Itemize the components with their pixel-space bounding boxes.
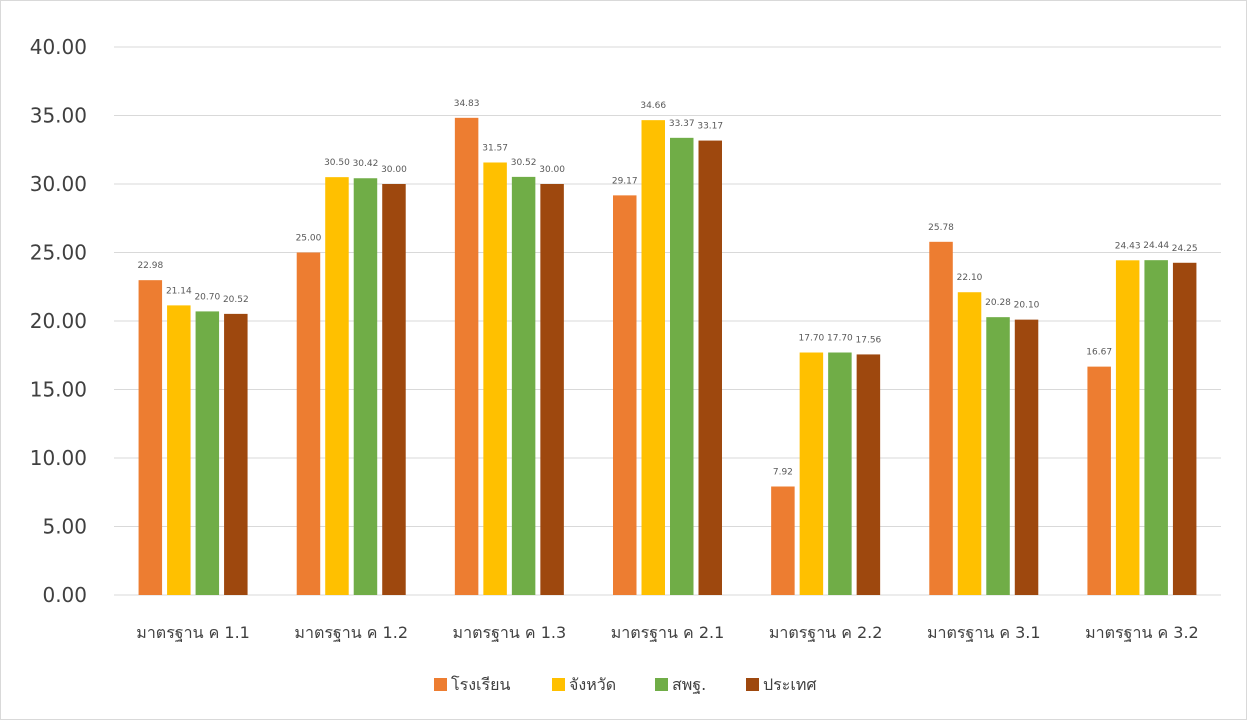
data-label: 30.00 (381, 165, 407, 175)
data-label: 17.56 (856, 335, 882, 345)
data-label: 24.25 (1172, 244, 1198, 254)
bar (986, 317, 1010, 595)
bar (1014, 319, 1039, 595)
category-label: มาตรฐาน ค 1.2 (294, 623, 408, 642)
bar (641, 120, 665, 596)
data-label: 33.37 (669, 119, 695, 129)
category-label: มาตรฐาน ค 1.1 (136, 623, 250, 642)
data-label: 20.52 (223, 295, 249, 305)
bar (296, 252, 321, 595)
bar (325, 177, 349, 595)
data-label: 20.28 (985, 298, 1011, 308)
legend-swatch (434, 678, 447, 691)
data-label: 22.98 (137, 261, 163, 271)
bar (670, 137, 694, 595)
data-label: 17.70 (827, 334, 853, 344)
y-tick-label: 0.00 (42, 583, 87, 607)
legend-label: ประเทศ (763, 675, 817, 694)
legend-swatch (655, 678, 668, 691)
y-tick-label: 20.00 (30, 309, 87, 333)
y-tick-label: 30.00 (30, 172, 87, 196)
data-label: 29.17 (612, 176, 638, 186)
y-tick-label: 35.00 (30, 104, 87, 128)
bar (1087, 366, 1111, 595)
data-label: 16.67 (1086, 348, 1112, 358)
data-label: 33.17 (697, 122, 723, 132)
y-tick-label: 10.00 (30, 446, 87, 470)
bar (1172, 262, 1197, 595)
y-tick-label: 40.00 (30, 35, 87, 59)
bar (167, 305, 191, 595)
bar (828, 352, 852, 595)
bar (799, 352, 824, 595)
bar (929, 241, 953, 595)
bar (224, 313, 248, 595)
category-label: มาตรฐาน ค 3.2 (1085, 623, 1199, 642)
bar (138, 280, 163, 595)
legend-label: จังหวัด (569, 675, 616, 694)
data-label: 30.50 (324, 158, 350, 168)
bar (698, 140, 722, 596)
legend-label: โรงเรียน (451, 675, 510, 694)
data-label: 30.42 (353, 159, 379, 169)
data-label: 31.57 (482, 143, 508, 153)
data-label: 17.70 (799, 334, 825, 344)
bar (353, 178, 378, 595)
category-label: มาตรฐาน ค 2.2 (769, 623, 883, 642)
bar (483, 162, 507, 595)
bar (382, 184, 406, 595)
y-tick-label: 15.00 (30, 378, 87, 402)
data-label: 21.14 (166, 286, 192, 296)
data-label: 20.70 (194, 292, 220, 302)
y-tick-label: 25.00 (30, 241, 87, 265)
category-label: มาตรฐาน ค 3.1 (927, 623, 1041, 642)
bar (856, 354, 881, 595)
category-label: มาตรฐาน ค 1.3 (453, 623, 567, 642)
data-label: 20.10 (1014, 301, 1040, 311)
legend-swatch (746, 678, 759, 691)
data-label: 30.52 (511, 158, 537, 168)
data-label: 25.00 (296, 234, 322, 244)
legend-label: สพฐ. (672, 675, 706, 694)
bar (771, 486, 795, 595)
y-tick-label: 5.00 (42, 515, 87, 539)
data-label: 7.92 (773, 467, 793, 477)
bar (454, 117, 479, 595)
category-label: มาตรฐาน ค 2.1 (611, 623, 725, 642)
data-label: 34.66 (640, 101, 666, 111)
bar (1144, 260, 1168, 595)
legend-swatch (552, 678, 565, 691)
data-label: 30.00 (539, 165, 565, 175)
data-label: 24.44 (1143, 241, 1169, 251)
bar (957, 292, 982, 595)
bar (540, 184, 564, 595)
data-label: 24.43 (1115, 241, 1141, 251)
bar (613, 195, 637, 595)
data-label: 34.83 (454, 99, 480, 109)
data-label: 25.78 (928, 223, 954, 233)
data-label: 22.10 (957, 273, 983, 283)
bar (511, 176, 536, 595)
bar (1115, 260, 1140, 595)
bar (195, 311, 220, 595)
